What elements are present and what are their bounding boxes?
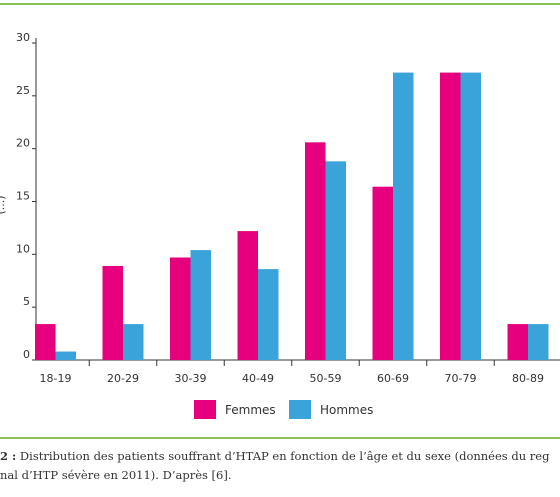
y-tick-label: 15 (16, 190, 30, 203)
bar-hommes-60-69 (393, 72, 414, 360)
y-tick-label: 10 (16, 242, 30, 255)
bar-hommes-30-39 (190, 250, 211, 360)
x-tick-label: 60-69 (377, 372, 409, 385)
y-axis-label: (...) (0, 195, 7, 214)
x-tick-label: 80-89 (512, 372, 544, 385)
caption-text-1: Distribution des patients souffrant d’HT… (16, 449, 550, 463)
x-tick-label: 20-29 (107, 372, 139, 385)
legend-label-hommes: Hommes (320, 402, 374, 417)
y-tick-label: 25 (16, 84, 30, 97)
bar-femmes-30-39 (170, 257, 191, 360)
y-tick-label: 30 (16, 31, 30, 44)
bar-femmes-60-69 (372, 186, 393, 360)
legend-swatch-femmes (194, 400, 216, 419)
y-tick-label: 5 (23, 295, 30, 308)
figure-caption: 2 : Distribution des patients souffrant … (0, 447, 560, 485)
bar-femmes-70-79 (440, 72, 461, 360)
legend-item-hommes: Hommes (289, 400, 373, 419)
x-tick-label: 30-39 (175, 372, 207, 385)
caption-line-2: nal d’HTP sévère en 2011). D’après [6]. (0, 468, 232, 482)
y-tick-label: 20 (16, 137, 30, 150)
chart-bars (35, 72, 549, 360)
caption-line-1: 2 : Distribution des patients souffrant … (0, 447, 560, 466)
bar-femmes-40-49 (237, 231, 258, 360)
bar-hommes-70-79 (460, 72, 481, 360)
x-tick-label: 50-59 (310, 372, 342, 385)
legend-label-femmes: Femmes (225, 402, 276, 417)
bar-femmes-50-59 (305, 142, 326, 360)
bar-chart: 0 5 10 15 20 25 30 18-19 20-29 30-39 40-49 50-59 60-… (0, 31, 560, 385)
bar-hommes-20-29 (123, 324, 144, 360)
x-tick-label: 70-79 (445, 372, 477, 385)
chart-labels: 0 5 10 15 20 25 30 18-19 20-29 30-39 40-49 50-59 60-… (16, 31, 544, 385)
chart-legend: Femmes Hommes (0, 400, 560, 420)
figure-number: 2 : (0, 449, 17, 463)
x-tick-label: 40-49 (242, 372, 274, 385)
bar-femmes-20-29 (102, 265, 123, 360)
bar-hommes-50-59 (325, 161, 346, 360)
top-rule (0, 3, 560, 5)
bar-hommes-40-49 (258, 269, 279, 360)
bar-hommes-18-19 (55, 351, 76, 360)
legend-item-femmes: Femmes (194, 400, 276, 419)
bar-femmes-80-89 (507, 324, 528, 360)
x-tick-label: 18-19 (40, 372, 72, 385)
bottom-rule (0, 437, 560, 439)
bar-hommes-80-89 (528, 324, 549, 360)
bar-femmes-18-19 (35, 324, 56, 360)
legend-swatch-hommes (289, 400, 311, 419)
y-tick-label: 0 (23, 348, 30, 361)
